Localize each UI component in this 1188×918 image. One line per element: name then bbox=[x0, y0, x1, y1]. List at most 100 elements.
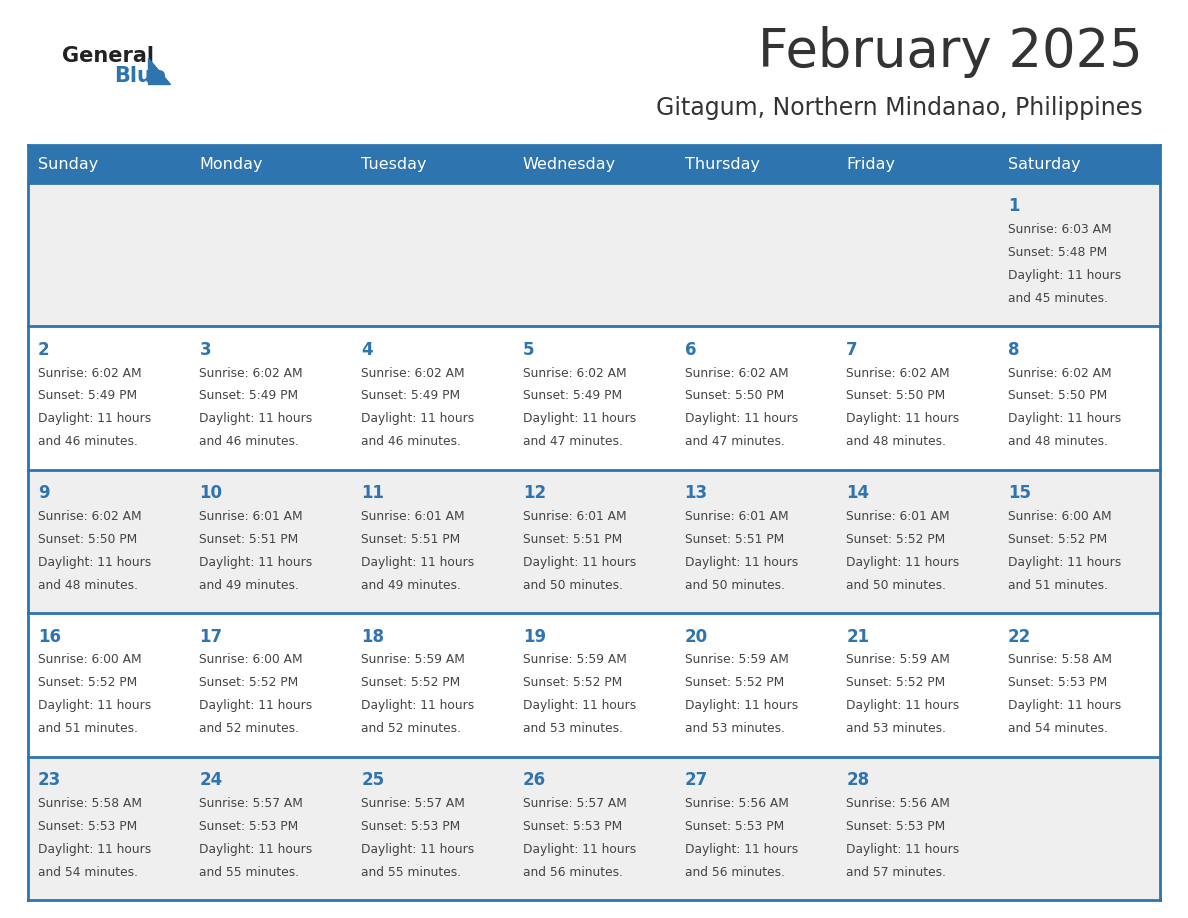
Text: Daylight: 11 hours: Daylight: 11 hours bbox=[523, 555, 636, 569]
Text: Sunset: 5:50 PM: Sunset: 5:50 PM bbox=[1007, 389, 1107, 402]
Text: Daylight: 11 hours: Daylight: 11 hours bbox=[38, 700, 151, 712]
Text: Sunset: 5:53 PM: Sunset: 5:53 PM bbox=[38, 820, 137, 833]
Text: General: General bbox=[62, 46, 154, 66]
Text: Blue: Blue bbox=[114, 66, 166, 86]
Bar bbox=[29, 327, 1159, 470]
Text: and 50 minutes.: and 50 minutes. bbox=[684, 578, 784, 592]
Text: 22: 22 bbox=[1007, 628, 1031, 645]
Text: Sunrise: 5:59 AM: Sunrise: 5:59 AM bbox=[523, 654, 627, 666]
Text: Daylight: 11 hours: Daylight: 11 hours bbox=[361, 843, 474, 856]
Text: 11: 11 bbox=[361, 484, 384, 502]
Bar bbox=[513, 145, 675, 183]
Text: Sunset: 5:52 PM: Sunset: 5:52 PM bbox=[38, 677, 137, 689]
Bar bbox=[29, 613, 1159, 756]
Text: and 54 minutes.: and 54 minutes. bbox=[38, 866, 138, 879]
Text: 14: 14 bbox=[846, 484, 870, 502]
Text: Sunrise: 5:56 AM: Sunrise: 5:56 AM bbox=[846, 797, 950, 810]
Bar bbox=[29, 756, 1159, 900]
Text: Daylight: 11 hours: Daylight: 11 hours bbox=[200, 412, 312, 425]
Text: Sunrise: 6:01 AM: Sunrise: 6:01 AM bbox=[200, 510, 303, 523]
Text: and 46 minutes.: and 46 minutes. bbox=[361, 435, 461, 448]
Text: Daylight: 11 hours: Daylight: 11 hours bbox=[846, 555, 960, 569]
Text: Daylight: 11 hours: Daylight: 11 hours bbox=[523, 412, 636, 425]
Text: and 51 minutes.: and 51 minutes. bbox=[1007, 578, 1108, 592]
Text: 6: 6 bbox=[684, 341, 696, 359]
Bar bbox=[29, 470, 1159, 613]
Text: Sunrise: 6:02 AM: Sunrise: 6:02 AM bbox=[38, 366, 141, 379]
Text: Sunrise: 6:02 AM: Sunrise: 6:02 AM bbox=[523, 366, 626, 379]
Text: and 50 minutes.: and 50 minutes. bbox=[523, 578, 623, 592]
Text: Sunrise: 5:59 AM: Sunrise: 5:59 AM bbox=[846, 654, 950, 666]
Bar bbox=[29, 183, 1159, 327]
Text: and 46 minutes.: and 46 minutes. bbox=[200, 435, 299, 448]
Text: and 46 minutes.: and 46 minutes. bbox=[38, 435, 138, 448]
Text: 3: 3 bbox=[200, 341, 211, 359]
Text: Sunrise: 6:03 AM: Sunrise: 6:03 AM bbox=[1007, 223, 1112, 236]
Text: and 52 minutes.: and 52 minutes. bbox=[200, 722, 299, 735]
Text: Wednesday: Wednesday bbox=[523, 156, 615, 172]
Text: Sunset: 5:52 PM: Sunset: 5:52 PM bbox=[846, 532, 946, 546]
Text: Sunset: 5:49 PM: Sunset: 5:49 PM bbox=[361, 389, 460, 402]
Text: Sunrise: 6:00 AM: Sunrise: 6:00 AM bbox=[1007, 510, 1112, 523]
Text: 2: 2 bbox=[38, 341, 50, 359]
Text: and 53 minutes.: and 53 minutes. bbox=[523, 722, 623, 735]
Text: 19: 19 bbox=[523, 628, 546, 645]
Text: Daylight: 11 hours: Daylight: 11 hours bbox=[684, 700, 798, 712]
Text: Sunset: 5:53 PM: Sunset: 5:53 PM bbox=[684, 820, 784, 833]
Text: and 56 minutes.: and 56 minutes. bbox=[523, 866, 623, 879]
Text: 16: 16 bbox=[38, 628, 61, 645]
Text: 21: 21 bbox=[846, 628, 870, 645]
Text: 7: 7 bbox=[846, 341, 858, 359]
Text: Daylight: 11 hours: Daylight: 11 hours bbox=[38, 412, 151, 425]
Text: Sunset: 5:52 PM: Sunset: 5:52 PM bbox=[523, 677, 623, 689]
Text: Sunset: 5:52 PM: Sunset: 5:52 PM bbox=[200, 677, 298, 689]
Text: Sunset: 5:52 PM: Sunset: 5:52 PM bbox=[684, 677, 784, 689]
Text: 25: 25 bbox=[361, 771, 384, 789]
Text: Sunset: 5:53 PM: Sunset: 5:53 PM bbox=[361, 820, 461, 833]
Text: Sunrise: 6:02 AM: Sunrise: 6:02 AM bbox=[684, 366, 788, 379]
Text: Sunset: 5:51 PM: Sunset: 5:51 PM bbox=[200, 532, 298, 546]
Text: and 56 minutes.: and 56 minutes. bbox=[684, 866, 784, 879]
Text: 9: 9 bbox=[38, 484, 50, 502]
Text: and 50 minutes.: and 50 minutes. bbox=[846, 578, 947, 592]
Text: Sunset: 5:51 PM: Sunset: 5:51 PM bbox=[523, 532, 623, 546]
Text: Sunset: 5:49 PM: Sunset: 5:49 PM bbox=[38, 389, 137, 402]
Text: Sunrise: 5:57 AM: Sunrise: 5:57 AM bbox=[200, 797, 303, 810]
Text: Sunset: 5:53 PM: Sunset: 5:53 PM bbox=[1007, 677, 1107, 689]
Text: 13: 13 bbox=[684, 484, 708, 502]
Text: Sunrise: 6:00 AM: Sunrise: 6:00 AM bbox=[200, 654, 303, 666]
Text: and 55 minutes.: and 55 minutes. bbox=[200, 866, 299, 879]
Text: Sunset: 5:52 PM: Sunset: 5:52 PM bbox=[1007, 532, 1107, 546]
Text: Daylight: 11 hours: Daylight: 11 hours bbox=[200, 843, 312, 856]
Text: 26: 26 bbox=[523, 771, 546, 789]
Text: Sunset: 5:53 PM: Sunset: 5:53 PM bbox=[200, 820, 298, 833]
Text: 23: 23 bbox=[38, 771, 61, 789]
Text: Daylight: 11 hours: Daylight: 11 hours bbox=[523, 700, 636, 712]
Text: Daylight: 11 hours: Daylight: 11 hours bbox=[38, 843, 151, 856]
Text: 8: 8 bbox=[1007, 341, 1019, 359]
Text: and 53 minutes.: and 53 minutes. bbox=[846, 722, 947, 735]
Text: 15: 15 bbox=[1007, 484, 1031, 502]
Text: Daylight: 11 hours: Daylight: 11 hours bbox=[846, 843, 960, 856]
Text: Sunset: 5:50 PM: Sunset: 5:50 PM bbox=[38, 532, 137, 546]
Text: Daylight: 11 hours: Daylight: 11 hours bbox=[200, 700, 312, 712]
Text: 1: 1 bbox=[1007, 197, 1019, 216]
Text: Sunday: Sunday bbox=[38, 156, 97, 172]
Text: Sunrise: 5:57 AM: Sunrise: 5:57 AM bbox=[361, 797, 465, 810]
Text: Sunset: 5:50 PM: Sunset: 5:50 PM bbox=[846, 389, 946, 402]
Text: Thursday: Thursday bbox=[684, 156, 759, 172]
Text: Gitagum, Northern Mindanao, Philippines: Gitagum, Northern Mindanao, Philippines bbox=[657, 96, 1143, 120]
Text: Sunrise: 5:58 AM: Sunrise: 5:58 AM bbox=[1007, 654, 1112, 666]
Text: Tuesday: Tuesday bbox=[361, 156, 426, 172]
Text: and 47 minutes.: and 47 minutes. bbox=[684, 435, 784, 448]
Text: Sunrise: 6:02 AM: Sunrise: 6:02 AM bbox=[200, 366, 303, 379]
Text: Daylight: 11 hours: Daylight: 11 hours bbox=[523, 843, 636, 856]
Text: Sunrise: 6:01 AM: Sunrise: 6:01 AM bbox=[684, 510, 788, 523]
Text: Daylight: 11 hours: Daylight: 11 hours bbox=[1007, 412, 1121, 425]
Text: Friday: Friday bbox=[846, 156, 896, 172]
Text: 12: 12 bbox=[523, 484, 546, 502]
Text: Daylight: 11 hours: Daylight: 11 hours bbox=[1007, 555, 1121, 569]
Text: 20: 20 bbox=[684, 628, 708, 645]
Text: Saturday: Saturday bbox=[1007, 156, 1081, 172]
Text: Sunrise: 6:01 AM: Sunrise: 6:01 AM bbox=[846, 510, 950, 523]
